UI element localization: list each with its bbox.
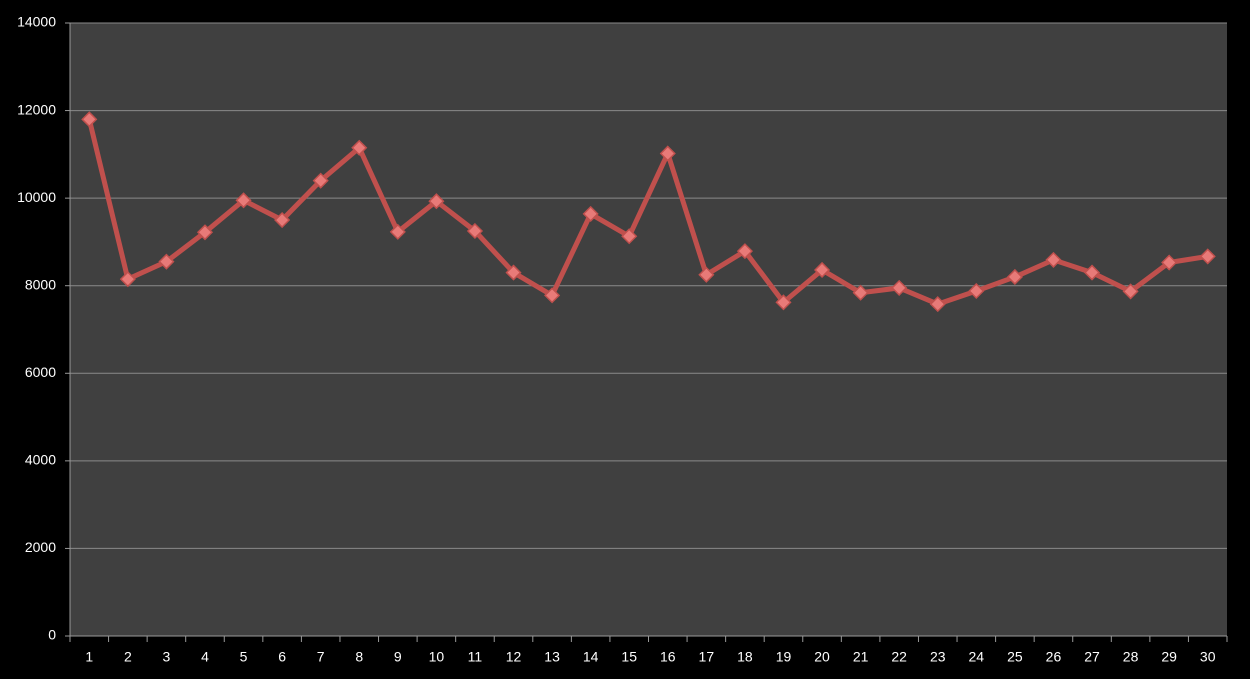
x-tick-label: 5	[240, 649, 248, 665]
x-tick-label: 22	[891, 649, 907, 665]
marker	[736, 243, 753, 260]
x-tick-label: 21	[853, 649, 869, 665]
marker	[929, 296, 946, 313]
marker	[544, 287, 561, 304]
x-tick-label: 17	[699, 649, 715, 665]
y-tick-label: 0	[48, 627, 56, 643]
marker	[1122, 283, 1139, 300]
x-tick-label: 3	[163, 649, 171, 665]
marker	[428, 193, 445, 210]
marker	[505, 264, 522, 281]
x-tick-label: 25	[1007, 649, 1023, 665]
x-tick-label: 28	[1123, 649, 1139, 665]
marker	[466, 222, 484, 240]
x-tick-label: 4	[201, 649, 209, 665]
x-tick-label: 7	[317, 649, 325, 665]
x-tick-label: 13	[544, 649, 560, 665]
marker	[312, 172, 329, 189]
x-tick-label: 15	[621, 649, 637, 665]
y-tick-label: 12000	[17, 101, 56, 117]
x-tick-label: 12	[506, 649, 522, 665]
marker	[351, 139, 368, 156]
y-tick-label: 2000	[25, 539, 56, 555]
x-tick-label: 18	[737, 649, 753, 665]
marker	[235, 192, 252, 209]
x-tick-label: 6	[278, 649, 286, 665]
x-tick-label: 8	[355, 649, 363, 665]
marker	[582, 205, 599, 222]
x-tick-label: 26	[1046, 649, 1062, 665]
x-tick-label: 1	[85, 649, 93, 665]
marker	[158, 253, 175, 270]
y-tick-label: 14000	[17, 14, 56, 30]
marker	[1199, 248, 1216, 265]
x-tick-label: 2	[124, 649, 132, 665]
marker	[119, 271, 136, 288]
marker	[852, 284, 869, 301]
x-tick-label: 10	[429, 649, 445, 665]
series-line	[86, 118, 1209, 307]
x-tick-label: 29	[1161, 649, 1177, 665]
marker	[1045, 251, 1062, 268]
marker	[1006, 268, 1023, 286]
x-tick-label: 19	[776, 649, 792, 665]
y-tick-label: 6000	[25, 364, 56, 380]
marker	[891, 279, 908, 296]
marker	[621, 228, 638, 245]
marker	[968, 282, 985, 300]
marker	[698, 266, 715, 283]
x-tick-label: 27	[1084, 649, 1100, 665]
y-tick-label: 10000	[17, 189, 56, 205]
marker	[1083, 264, 1101, 281]
marker	[389, 223, 406, 240]
x-tick-label: 20	[814, 649, 830, 665]
x-tick-label: 14	[583, 649, 599, 665]
marker	[813, 261, 831, 279]
marker	[775, 294, 792, 311]
marker	[659, 145, 676, 162]
marker	[81, 111, 98, 128]
plot-area	[70, 23, 1227, 636]
marker	[196, 224, 214, 241]
y-tick-label: 8000	[25, 276, 56, 292]
x-tick-label: 30	[1200, 649, 1216, 665]
x-tick-label: 11	[468, 649, 483, 665]
y-tick-label: 4000	[25, 452, 56, 468]
x-tick-label: 16	[660, 649, 676, 665]
x-tick-label: 9	[394, 649, 402, 665]
marker	[274, 211, 291, 229]
x-tick-label: 23	[930, 649, 946, 665]
marker	[1161, 254, 1178, 271]
x-tick-label: 24	[969, 649, 985, 665]
